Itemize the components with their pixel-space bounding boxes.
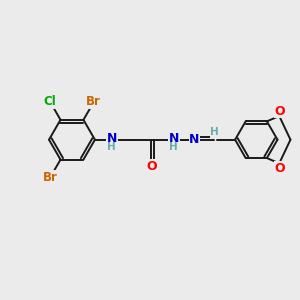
Text: H: H xyxy=(107,142,116,152)
Text: H: H xyxy=(210,127,219,137)
Text: Br: Br xyxy=(86,95,101,109)
Text: N: N xyxy=(169,132,179,145)
Text: O: O xyxy=(274,162,285,175)
Text: Br: Br xyxy=(43,171,58,184)
Text: N: N xyxy=(106,132,117,145)
Text: O: O xyxy=(146,160,157,173)
Text: O: O xyxy=(274,104,285,118)
Text: Cl: Cl xyxy=(44,95,57,109)
Text: N: N xyxy=(189,133,200,146)
Text: H: H xyxy=(169,142,178,152)
